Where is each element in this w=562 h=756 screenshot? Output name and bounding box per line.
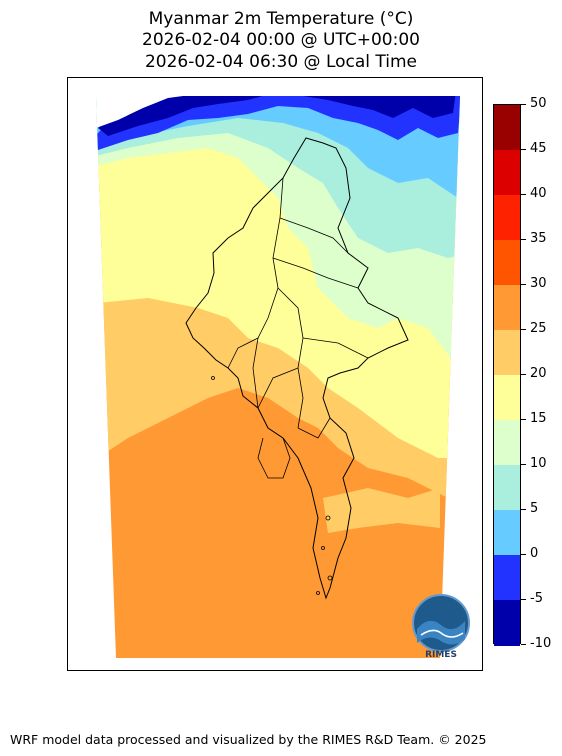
colorbar-tick — [521, 194, 526, 195]
rimes-logo: RIMES — [412, 594, 470, 660]
colorbar-band — [494, 330, 520, 376]
colorbar-band — [494, 150, 520, 196]
temperature-map — [96, 96, 460, 658]
colorbar-tick — [521, 284, 526, 285]
colorbar-tick-label: 40 — [530, 186, 547, 201]
colorbar-band — [494, 510, 520, 556]
colorbar-tick-label: -5 — [530, 591, 543, 606]
colorbar-tick — [521, 554, 526, 555]
colorbar-tick — [521, 329, 526, 330]
colorbar-tick-label: 20 — [530, 366, 547, 381]
colorbar-tick — [521, 239, 526, 240]
colorbar-band — [494, 555, 520, 601]
colorbar-tick — [521, 374, 526, 375]
colorbar — [493, 104, 521, 646]
colorbar-tick — [521, 104, 526, 105]
colorbar-tick — [521, 509, 526, 510]
map-title-line-2: 2026-02-04 00:00 @ UTC+00:00 — [142, 30, 420, 50]
colorbar-tick-label: 45 — [530, 141, 547, 156]
map-title-line-1: Myanmar 2m Temperature (°C) — [148, 9, 414, 29]
colorbar-band — [494, 240, 520, 286]
colorbar-tick-label: -10 — [530, 636, 552, 651]
colorbar-band — [494, 465, 520, 511]
colorbar-tick-label: 5 — [530, 501, 539, 516]
colorbar-tick — [521, 644, 526, 645]
colorbar-tick-label: 0 — [530, 546, 539, 561]
colorbar-tick-label: 30 — [530, 276, 547, 291]
colorbar-tick — [521, 149, 526, 150]
colorbar-tick-label: 25 — [530, 321, 547, 336]
footer-credit: WRF model data processed and visualized … — [10, 732, 487, 747]
colorbar-tick-label: 50 — [530, 96, 547, 111]
map-panel[interactable]: RIMES — [67, 77, 483, 671]
colorbar-band — [494, 420, 520, 466]
colorbar-tick — [521, 464, 526, 465]
colorbar-band — [494, 285, 520, 331]
colorbar-tick-label: 35 — [530, 231, 547, 246]
colorbar-tick — [521, 419, 526, 420]
colorbar-band — [494, 375, 520, 421]
map-title-line-3: 2026-02-04 06:30 @ Local Time — [144, 52, 418, 72]
colorbar-tick-label: 15 — [530, 411, 547, 426]
colorbar-tick — [521, 599, 526, 600]
colorbar-band — [494, 600, 520, 646]
colorbar-band — [494, 105, 520, 151]
logo-text: RIMES — [425, 650, 457, 660]
colorbar-band — [494, 195, 520, 241]
colorbar-tick-label: 10 — [530, 456, 547, 471]
